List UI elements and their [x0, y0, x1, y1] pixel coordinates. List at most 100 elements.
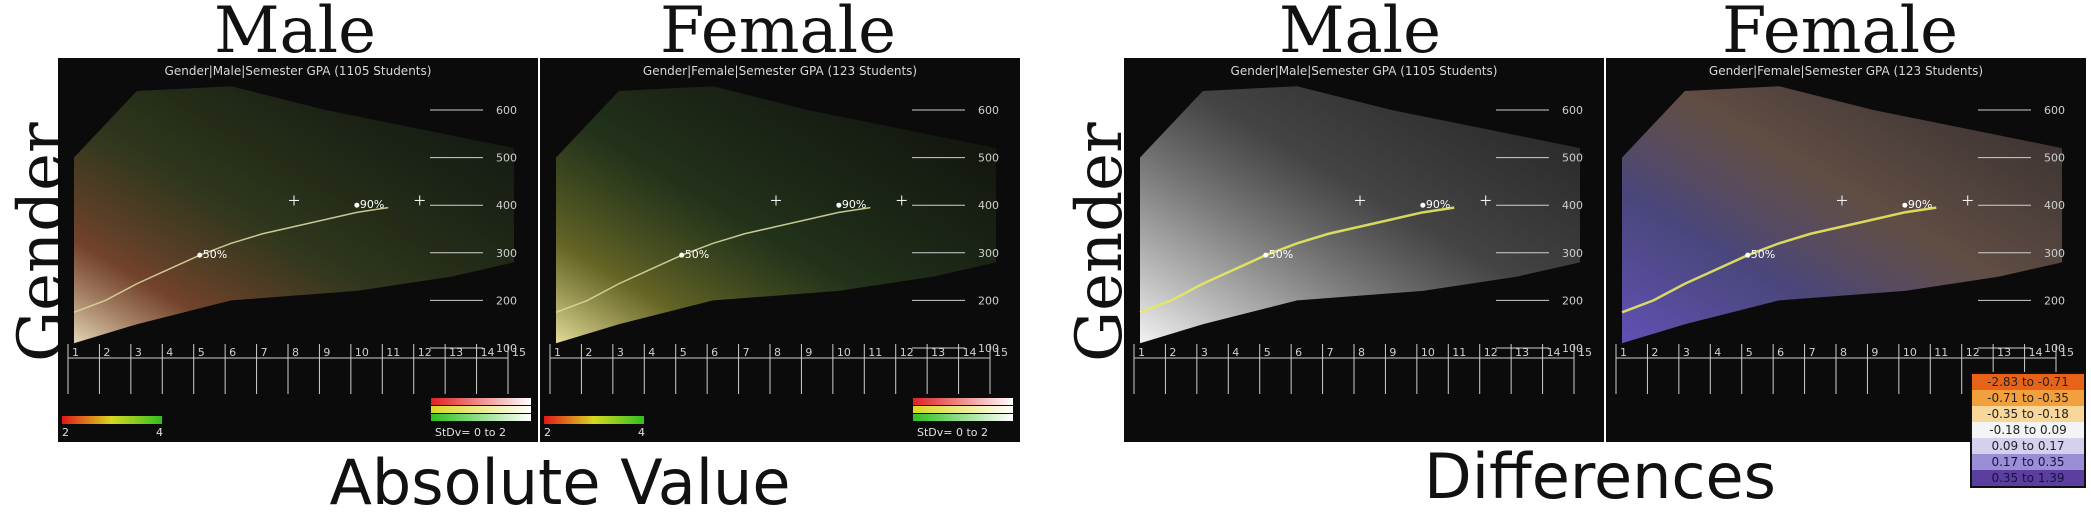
y-tick-label: 500 — [2044, 152, 2065, 165]
x-tick-label: 3 — [1683, 346, 1690, 359]
legend-entry: 0.35 to 1.39 — [1972, 470, 2084, 486]
x-tick-label: 10 — [1421, 346, 1435, 359]
y-tick-label: 200 — [978, 294, 999, 307]
p90-label: 90% — [842, 198, 866, 211]
chart-panel-female-diff: 100 200 300 400 500 600 1 2 3 4 5 6 7 8 9 10 11 12 13 14 15 5… — [1606, 58, 2086, 442]
y-tick-label: 600 — [496, 104, 517, 117]
y-tick-label: 200 — [2044, 294, 2065, 307]
x-tick-label: 8 — [292, 346, 299, 359]
x-tick-label: 4 — [166, 346, 173, 359]
p90-point — [1902, 202, 1908, 208]
x-tick-label: 11 — [386, 346, 400, 359]
x-tick-label: 4 — [648, 346, 655, 359]
x-tick-label: 11 — [1452, 346, 1466, 359]
p90-point — [1420, 202, 1426, 208]
x-tick-label: 15 — [512, 346, 526, 359]
median-line — [555, 206, 871, 314]
y-tick-label: 400 — [1562, 199, 1583, 212]
color-scale-bar — [62, 416, 162, 424]
x-tick-label: 5 — [1746, 346, 1753, 359]
p90-point — [836, 202, 842, 208]
x-tick-label: 7 — [1327, 346, 1334, 359]
legend-entry: -0.18 to 0.09 — [1972, 422, 2084, 438]
x-tick-label: 10 — [1903, 346, 1917, 359]
caption-absolute-value: Absolute Value — [329, 446, 791, 519]
x-tick-label: 15 — [1578, 346, 1592, 359]
column-title-left-male: Male — [213, 0, 377, 68]
p90-label: 90% — [1426, 198, 1450, 211]
stdev-scale-label: StDv= 0 to 2 — [435, 426, 506, 439]
panel-title: Gender|Female|Semester GPA (123 Students… — [642, 64, 918, 78]
x-tick-label: 2 — [585, 346, 592, 359]
legend-entry: 0.17 to 0.35 — [1972, 454, 2084, 470]
x-tick-label: 1 — [1138, 346, 1145, 359]
x-tick-label: 9 — [1871, 346, 1878, 359]
stdev-scale-bar — [913, 414, 1013, 421]
data-region — [556, 86, 996, 344]
x-tick-label: 10 — [837, 346, 851, 359]
y-tick-label: 500 — [496, 152, 517, 165]
x-tick-label: 7 — [743, 346, 750, 359]
y-tick-label: 100 — [978, 342, 999, 355]
p90-label: 90% — [360, 198, 384, 211]
x-tick-label: 10 — [355, 346, 369, 359]
y-tick-label: 100 — [2044, 342, 2065, 355]
p90-label: 90% — [1908, 198, 1932, 211]
x-tick-label: 6 — [1295, 346, 1302, 359]
x-tick-label: 1 — [554, 346, 561, 359]
y-tick-label: 200 — [1562, 294, 1583, 307]
difference-legend: -2.83 to -0.71 -0.71 to -0.35 -0.35 to -0.… — [1970, 372, 2086, 488]
x-tick-label: 2 — [103, 346, 110, 359]
x-tick-label: 9 — [1389, 346, 1396, 359]
legend-entry: -2.83 to -0.71 — [1972, 374, 2084, 390]
y-tick-label: 300 — [496, 247, 517, 260]
y-tick-label: 100 — [1562, 342, 1583, 355]
chart-panel-female-abs: 100 200 300 400 500 600 1 2 3 4 5 6 7 8 9 10 11 12 13 14 15 5… — [540, 58, 1020, 442]
x-tick-label: 12 — [900, 346, 914, 359]
stdev-scale-bar — [913, 398, 1013, 405]
x-tick-label: 14 — [481, 346, 495, 359]
p50-point — [1263, 252, 1269, 258]
p50-point — [679, 252, 685, 258]
x-tick-label: 13 — [449, 346, 463, 359]
stdev-scale-bar — [431, 414, 531, 421]
p50-label: 50% — [1751, 248, 1775, 261]
color-scale-bar — [544, 416, 644, 424]
x-tick-label: 9 — [805, 346, 812, 359]
x-tick-label: 1 — [72, 346, 79, 359]
x-tick-label: 7 — [261, 346, 268, 359]
chart-panel-male-abs: 100 200 300 400 500 600 1 2 3 4 5 6 7 8 9 10 11 12 13 14 15 5… — [58, 58, 538, 442]
x-tick-label: 6 — [711, 346, 718, 359]
x-tick-label: 4 — [1232, 346, 1239, 359]
x-tick-label: 3 — [135, 346, 142, 359]
median-line — [73, 206, 389, 314]
data-region — [1140, 86, 1580, 344]
x-tick-label: 12 — [418, 346, 432, 359]
x-tick-label: 14 — [963, 346, 977, 359]
x-tick-label: 6 — [1777, 346, 1784, 359]
stdev-scale-bar — [913, 406, 1013, 413]
x-tick-label: 8 — [774, 346, 781, 359]
x-tick-label: 11 — [868, 346, 882, 359]
column-title-right-male: Male — [1278, 0, 1442, 68]
chart-panel-male-diff: 100 200 300 400 500 600 1 2 3 4 5 6 7 8 9 10 11 12 13 14 15 5… — [1124, 58, 1604, 442]
x-tick-label: 6 — [229, 346, 236, 359]
legend-entry: -0.35 to -0.18 — [1972, 406, 2084, 422]
p50-label: 50% — [1269, 248, 1293, 261]
y-tick-label: 400 — [496, 199, 517, 212]
x-tick-label: 14 — [1547, 346, 1561, 359]
y-tick-label: 300 — [1562, 247, 1583, 260]
y-tick-label: 400 — [2044, 199, 2065, 212]
x-tick-label: 1 — [1620, 346, 1627, 359]
legend-entry: -0.71 to -0.35 — [1972, 390, 2084, 406]
caption-differences: Differences — [1424, 440, 1776, 513]
x-tick-label: 14 — [2029, 346, 2043, 359]
data-region — [1622, 86, 2062, 344]
data-region — [74, 86, 514, 344]
p90-point — [354, 202, 360, 208]
p50-point — [197, 252, 203, 258]
x-tick-label: 2 — [1651, 346, 1658, 359]
p50-label: 50% — [685, 248, 709, 261]
